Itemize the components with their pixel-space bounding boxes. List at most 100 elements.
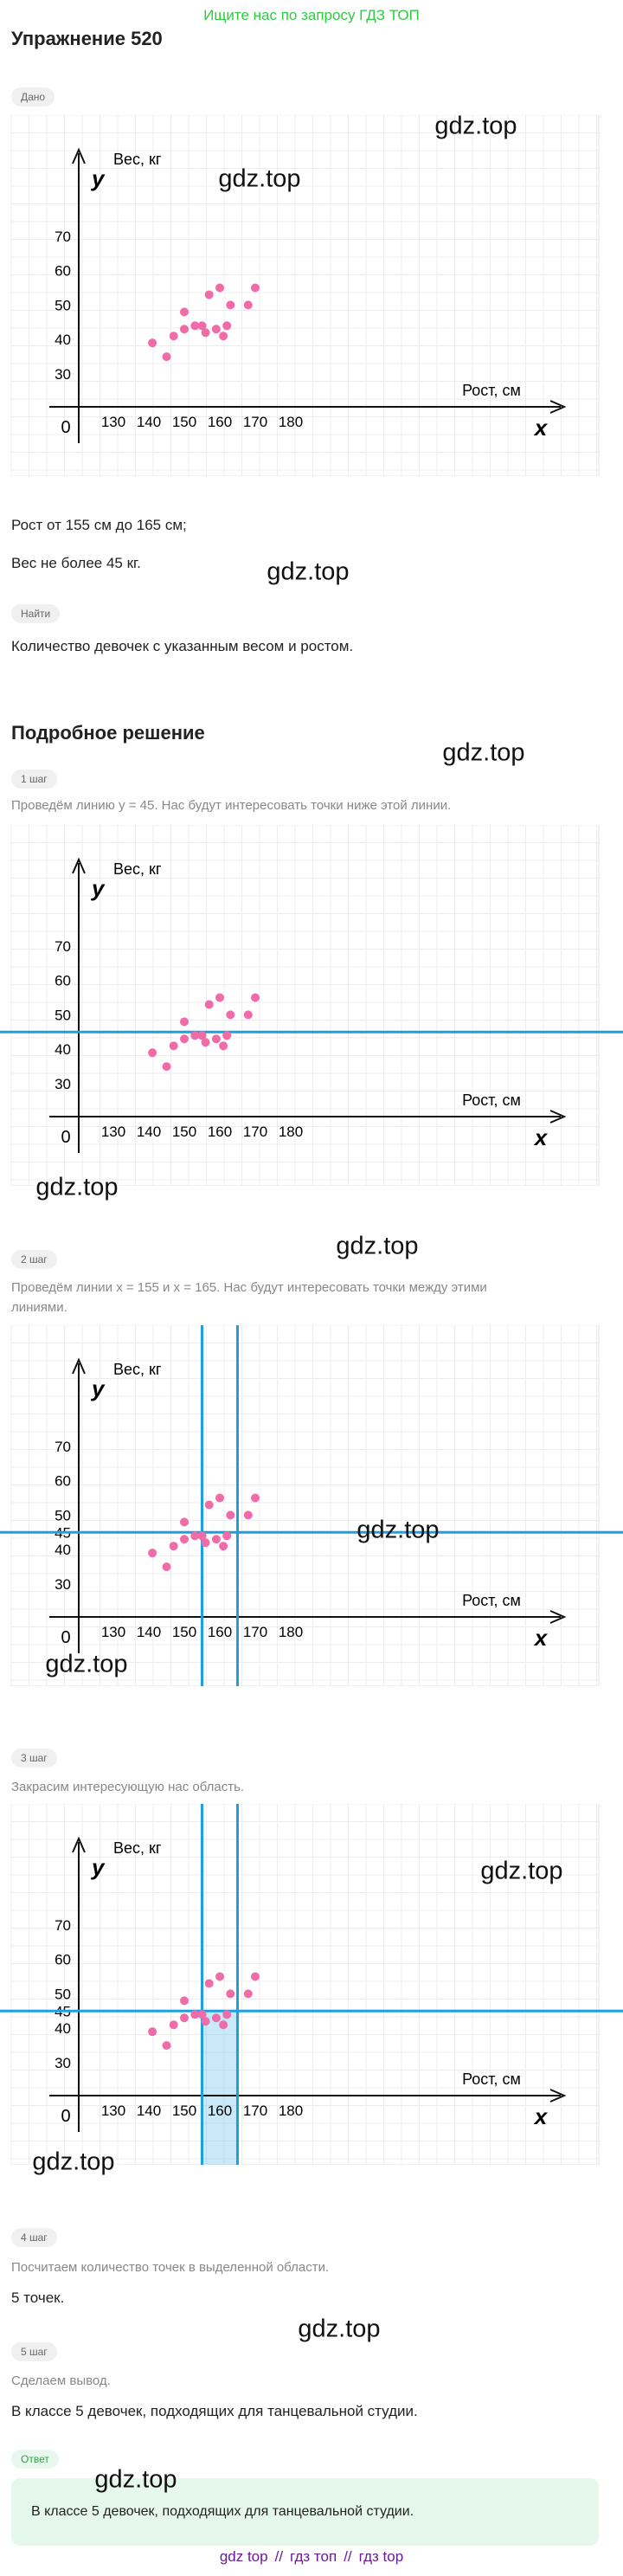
find-text: Количество девочек с указанным весом и р… (11, 638, 354, 654)
data-point (211, 2013, 221, 2023)
footer-link[interactable]: gdz top (219, 2548, 268, 2565)
watermark: gdz.top (218, 164, 301, 193)
data-point (180, 1034, 189, 1044)
data-point (251, 1972, 260, 1981)
data-point (222, 321, 232, 331)
arrow (72, 857, 86, 874)
answer-text: В классе 5 девочек, подходящих для танце… (31, 2504, 414, 2519)
badge: 3 шаг (11, 1748, 57, 1768)
data-point (180, 307, 189, 317)
origin-label: 0 (61, 1628, 70, 1647)
watermark: gdz.top (356, 1516, 440, 1544)
watermark: gdz.top (35, 1173, 119, 1201)
y-tick-label: 70 (55, 1439, 71, 1455)
y-tick-label: 70 (55, 1917, 71, 1934)
axis-label: Рост, см (462, 382, 521, 399)
graph-frame (10, 1325, 600, 1686)
data-point (169, 1542, 178, 1551)
y-tick-label: 60 (55, 263, 71, 280)
y-tick-label: 50 (55, 1007, 71, 1023)
footer-link[interactable]: гдз топ (290, 2548, 337, 2565)
data-point (180, 1517, 189, 1527)
x-tick-label: 170 (243, 1624, 267, 1640)
footer-link[interactable]: гдз top (358, 2548, 404, 2565)
footer: gdz top // гдз топ // гдз top (0, 2548, 623, 2566)
data-point (222, 2010, 232, 2019)
axis-variable: y (90, 1854, 106, 1880)
watermark: gdz.top (480, 1857, 563, 1885)
step-text: Проведём линии x = 155 и x = 165. Нас бу… (11, 1280, 487, 1295)
y-tick-label: 30 (55, 1576, 71, 1593)
data-point (251, 993, 260, 1002)
x-tick-label: 150 (172, 414, 196, 430)
x-tick-label: 170 (243, 414, 267, 430)
y-tick-label: 50 (55, 1507, 71, 1523)
given-line: Вес не более 45 кг. (11, 555, 141, 571)
graph: Вес, кг y Рост, см x 0 130 140 150 160 170 180 30 40… (0, 1325, 623, 1686)
axis-variable: x (533, 1625, 549, 1651)
graph-frame (10, 1804, 600, 2165)
x-tick-label: 170 (243, 2103, 267, 2119)
axis-variable: x (533, 2103, 549, 2129)
data-point (219, 332, 228, 341)
data-point (204, 290, 214, 299)
data-point (215, 1493, 224, 1503)
y-tick-label: 60 (55, 1473, 71, 1490)
origin-label: 0 (61, 1128, 70, 1147)
axis-variable: x (533, 1124, 549, 1150)
data-point (169, 2020, 178, 2030)
data-point (201, 1538, 210, 1548)
data-point (148, 1549, 157, 1558)
x-tick-label: 180 (279, 414, 303, 430)
x-tick-label: 140 (137, 414, 161, 430)
data-point (211, 1535, 221, 1544)
x-tick-label: 130 (101, 1124, 125, 1140)
axis-variable: x (533, 415, 549, 441)
data-point (197, 2010, 207, 2019)
y-tick-label: 40 (55, 332, 71, 348)
axis-label: Вес, кг (113, 151, 162, 168)
x-tick-label: 140 (137, 2103, 161, 2119)
axis-label: Рост, см (462, 2070, 521, 2088)
badge: 1 шаг (11, 770, 57, 789)
axis-label: Рост, см (462, 1092, 521, 1109)
x-tick-label: 160 (208, 1624, 232, 1640)
data-point (180, 1535, 189, 1544)
step-text: Сделаем вывод. (11, 2373, 111, 2388)
data-point (243, 1010, 253, 1020)
watermark: gdz.top (94, 2465, 177, 2494)
data-point (162, 352, 171, 362)
y-tick-label: 40 (55, 1041, 71, 1058)
y-tick-label: 30 (55, 2055, 71, 2071)
data-point (219, 1542, 228, 1551)
x-tick-label: 130 (101, 2103, 125, 2119)
watermark: gdz.top (32, 2148, 115, 2176)
graph: Вес, кг y Рост, см x 0 130 140 150 160 170 180 30 40… (10, 115, 600, 476)
y-tick-label: 70 (55, 229, 71, 245)
data-point (180, 1017, 189, 1027)
graph: Вес, кг y Рост, см x 0 130 140 150 160 170 180 30 40… (0, 1804, 623, 2165)
x-tick-label: 150 (172, 2103, 196, 2119)
step-result: В классе 5 девочек, подходящих для танце… (11, 2403, 418, 2419)
step-text: Посчитаем количество точек в выделенной … (11, 2260, 330, 2275)
axis-label: Вес, кг (113, 860, 162, 878)
x-tick-label: 160 (208, 414, 232, 430)
data-point (215, 1972, 224, 1981)
data-point (215, 993, 224, 1002)
data-point (215, 283, 224, 293)
data-point (180, 325, 189, 334)
data-point (226, 1989, 235, 1999)
data-point (201, 1038, 210, 1047)
data-point (243, 300, 253, 310)
data-point (190, 2010, 200, 2019)
title: Упражнение 520 (11, 28, 163, 49)
origin-label: 0 (61, 2107, 70, 2126)
badge: Ответ (11, 2450, 59, 2469)
x-tick-label: 140 (137, 1624, 161, 1640)
axis-variable: y (90, 165, 106, 191)
data-point (219, 2020, 228, 2030)
badge: 4 шаг (11, 2228, 57, 2247)
arrow (549, 1110, 567, 1124)
arrow (549, 400, 567, 414)
